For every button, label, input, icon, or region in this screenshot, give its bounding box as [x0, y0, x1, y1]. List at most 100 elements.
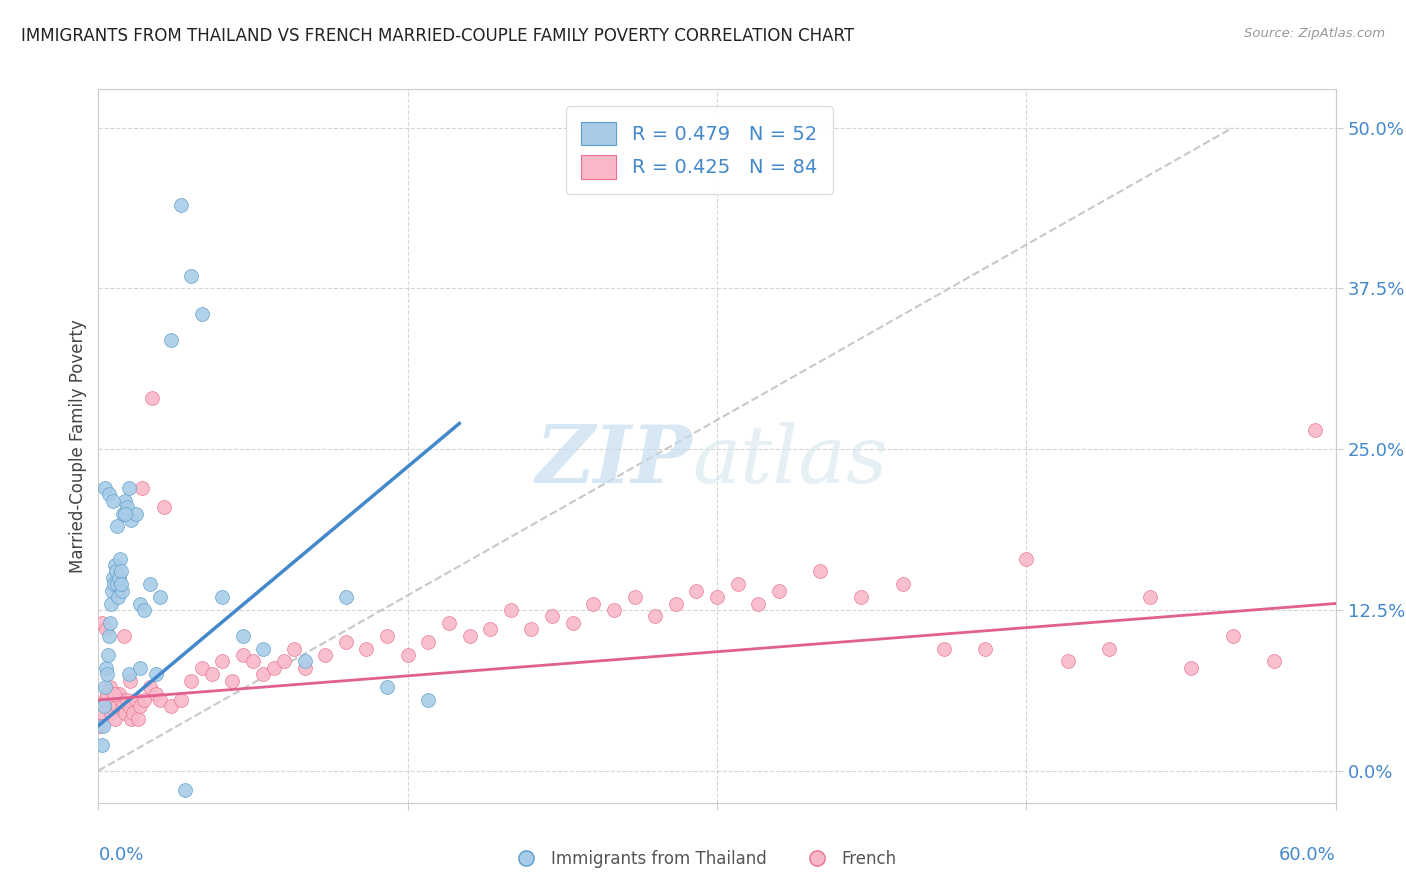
- Point: [808, 565, 831, 579]
- Point: [706, 590, 728, 604]
- Point: [112, 699, 135, 714]
- Point: [94, 661, 117, 675]
- Point: [294, 654, 316, 668]
- Point: [768, 583, 790, 598]
- Point: [1263, 654, 1285, 668]
- Point: [100, 706, 122, 720]
- Point: [541, 609, 564, 624]
- Point: [118, 667, 141, 681]
- Point: [153, 500, 176, 514]
- Point: [1139, 590, 1161, 604]
- Point: [145, 686, 167, 700]
- Point: [180, 268, 202, 283]
- Point: [974, 641, 997, 656]
- Point: [94, 622, 117, 636]
- Point: [117, 500, 139, 514]
- Point: [128, 699, 150, 714]
- Point: [107, 583, 129, 598]
- Point: [101, 493, 124, 508]
- Point: [356, 641, 378, 656]
- Point: [110, 565, 132, 579]
- Point: [139, 680, 162, 694]
- Point: [149, 693, 172, 707]
- Point: [117, 693, 139, 707]
- Point: [103, 577, 125, 591]
- Point: [747, 597, 769, 611]
- Text: 60.0%: 60.0%: [1279, 846, 1336, 863]
- Point: [120, 513, 142, 527]
- Point: [114, 507, 136, 521]
- Point: [91, 719, 114, 733]
- Point: [190, 661, 212, 675]
- Point: [159, 699, 181, 714]
- Point: [221, 673, 243, 688]
- Point: [97, 629, 120, 643]
- Point: [149, 590, 172, 604]
- Point: [107, 590, 129, 604]
- Point: [114, 706, 136, 720]
- Point: [1098, 641, 1121, 656]
- Point: [118, 481, 141, 495]
- Point: [105, 699, 128, 714]
- Point: [159, 333, 181, 347]
- Legend: R = 0.479   N = 52, R = 0.425   N = 84: R = 0.479 N = 52, R = 0.425 N = 84: [567, 106, 832, 194]
- Point: [127, 712, 149, 726]
- Point: [170, 198, 193, 212]
- Point: [283, 641, 305, 656]
- Point: [141, 391, 163, 405]
- Point: [1303, 423, 1326, 437]
- Point: [561, 615, 583, 630]
- Point: [97, 648, 120, 662]
- Legend: Immigrants from Thailand, French: Immigrants from Thailand, French: [502, 844, 904, 875]
- Point: [851, 590, 873, 604]
- Point: [128, 597, 150, 611]
- Point: [105, 519, 128, 533]
- Point: [375, 680, 398, 694]
- Point: [1015, 551, 1038, 566]
- Point: [418, 635, 440, 649]
- Point: [93, 481, 115, 495]
- Point: [112, 507, 135, 521]
- Point: [891, 577, 914, 591]
- Point: [103, 686, 125, 700]
- Point: [201, 667, 224, 681]
- Point: [335, 635, 357, 649]
- Text: ZIP: ZIP: [536, 422, 692, 499]
- Point: [131, 481, 153, 495]
- Point: [211, 654, 233, 668]
- Point: [644, 609, 666, 624]
- Point: [101, 571, 124, 585]
- Point: [122, 706, 145, 720]
- Point: [180, 673, 202, 688]
- Point: [108, 571, 131, 585]
- Point: [101, 693, 124, 707]
- Point: [665, 597, 688, 611]
- Point: [603, 603, 626, 617]
- Text: IMMIGRANTS FROM THAILAND VS FRENCH MARRIED-COUPLE FAMILY POVERTY CORRELATION CHA: IMMIGRANTS FROM THAILAND VS FRENCH MARRI…: [21, 27, 855, 45]
- Point: [294, 661, 316, 675]
- Point: [232, 648, 254, 662]
- Point: [623, 590, 645, 604]
- Point: [96, 686, 118, 700]
- Point: [93, 699, 115, 714]
- Point: [118, 699, 141, 714]
- Point: [418, 693, 440, 707]
- Point: [120, 712, 142, 726]
- Point: [458, 629, 481, 643]
- Point: [396, 648, 419, 662]
- Point: [100, 597, 122, 611]
- Text: atlas: atlas: [692, 422, 887, 499]
- Point: [104, 565, 127, 579]
- Point: [232, 629, 254, 643]
- Point: [139, 577, 162, 591]
- Point: [128, 661, 150, 675]
- Text: Source: ZipAtlas.com: Source: ZipAtlas.com: [1244, 27, 1385, 40]
- Point: [110, 577, 132, 591]
- Point: [242, 654, 264, 668]
- Point: [114, 493, 136, 508]
- Point: [108, 686, 131, 700]
- Point: [1056, 654, 1078, 668]
- Point: [112, 629, 135, 643]
- Point: [263, 661, 285, 675]
- Point: [1222, 629, 1244, 643]
